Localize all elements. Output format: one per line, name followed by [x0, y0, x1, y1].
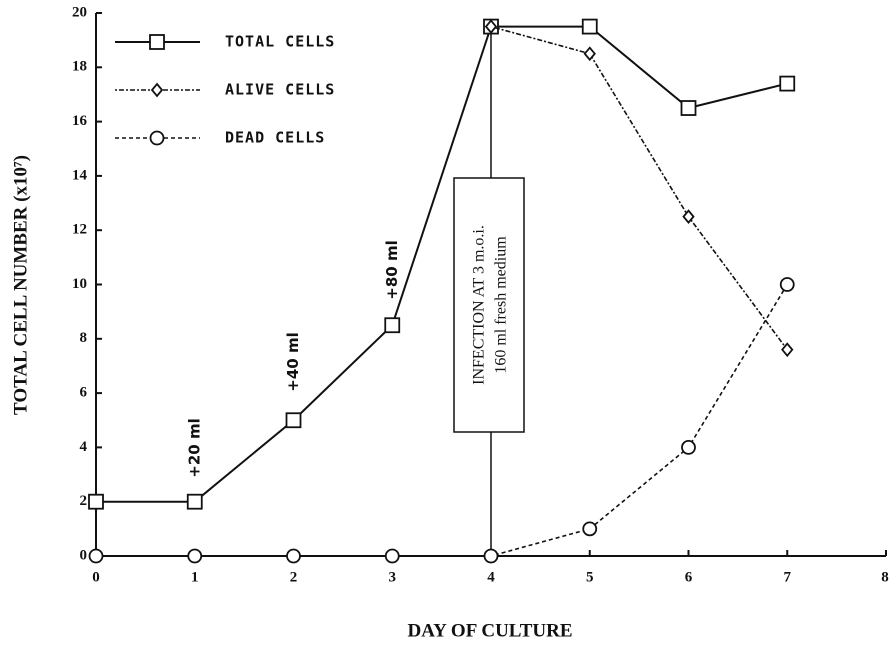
- y-tick-label: 18: [72, 59, 87, 75]
- x-tick-label: 0: [92, 569, 100, 585]
- marker: [187, 548, 203, 564]
- infection-text: INFECTION AT 3 m.o.i.: [471, 225, 488, 385]
- marker: [680, 100, 697, 116]
- marker: [150, 82, 164, 98]
- y-tick-label: 2: [80, 493, 88, 509]
- legend-label: DEAD CELLS: [225, 129, 325, 147]
- series-line: [96, 25, 788, 503]
- infection-box: [453, 177, 525, 433]
- infection-text: 160 ml fresh medium: [493, 236, 510, 374]
- series-line: [96, 284, 788, 557]
- x-tick-label: 8: [881, 569, 889, 585]
- x-axis-label: DAY OF CULTURE: [407, 620, 572, 641]
- x-tick-label: 2: [290, 569, 298, 585]
- x-tick-label: 4: [487, 569, 495, 585]
- marker: [286, 548, 301, 564]
- x-tick-label: 3: [389, 569, 397, 585]
- y-tick-label: 16: [72, 113, 88, 129]
- y-tick-label: 12: [72, 222, 87, 238]
- y-tick-label: 14: [72, 167, 88, 183]
- marker: [581, 18, 598, 35]
- y-tick-label: 0: [80, 547, 88, 563]
- legend-label: ALIVE CELLS: [225, 81, 335, 99]
- marker: [484, 19, 498, 34]
- marker: [384, 548, 400, 564]
- annotation: +40 ml: [284, 332, 302, 391]
- y-tick-label: 6: [80, 385, 88, 401]
- marker: [88, 493, 104, 510]
- y-tick-label: 4: [80, 439, 88, 455]
- marker: [483, 548, 499, 564]
- marker: [285, 412, 302, 429]
- series-line: [490, 25, 788, 351]
- annotation: +20 ml: [185, 418, 203, 477]
- marker: [682, 209, 695, 225]
- marker: [779, 75, 796, 92]
- y-tick-label: 20: [72, 4, 87, 20]
- marker: [779, 277, 795, 292]
- annotation: +80 ml: [383, 240, 401, 299]
- x-tick-label: 5: [586, 569, 594, 585]
- y-axis-label: TOTAL CELL NUMBER (x10⁷): [10, 155, 31, 415]
- marker: [384, 317, 401, 334]
- marker: [681, 439, 696, 455]
- marker: [582, 521, 598, 537]
- marker: [583, 46, 596, 62]
- y-tick-label: 10: [72, 276, 87, 292]
- marker: [186, 493, 203, 510]
- marker: [781, 342, 794, 358]
- x-tick-label: 6: [685, 569, 693, 585]
- y-tick-label: 8: [80, 330, 88, 346]
- x-tick-label: 7: [784, 569, 792, 585]
- legend-label: TOTAL CELLS: [225, 33, 335, 51]
- x-tick-label: 1: [191, 569, 199, 585]
- marker: [149, 34, 165, 50]
- marker: [88, 548, 104, 564]
- marker: [149, 130, 165, 146]
